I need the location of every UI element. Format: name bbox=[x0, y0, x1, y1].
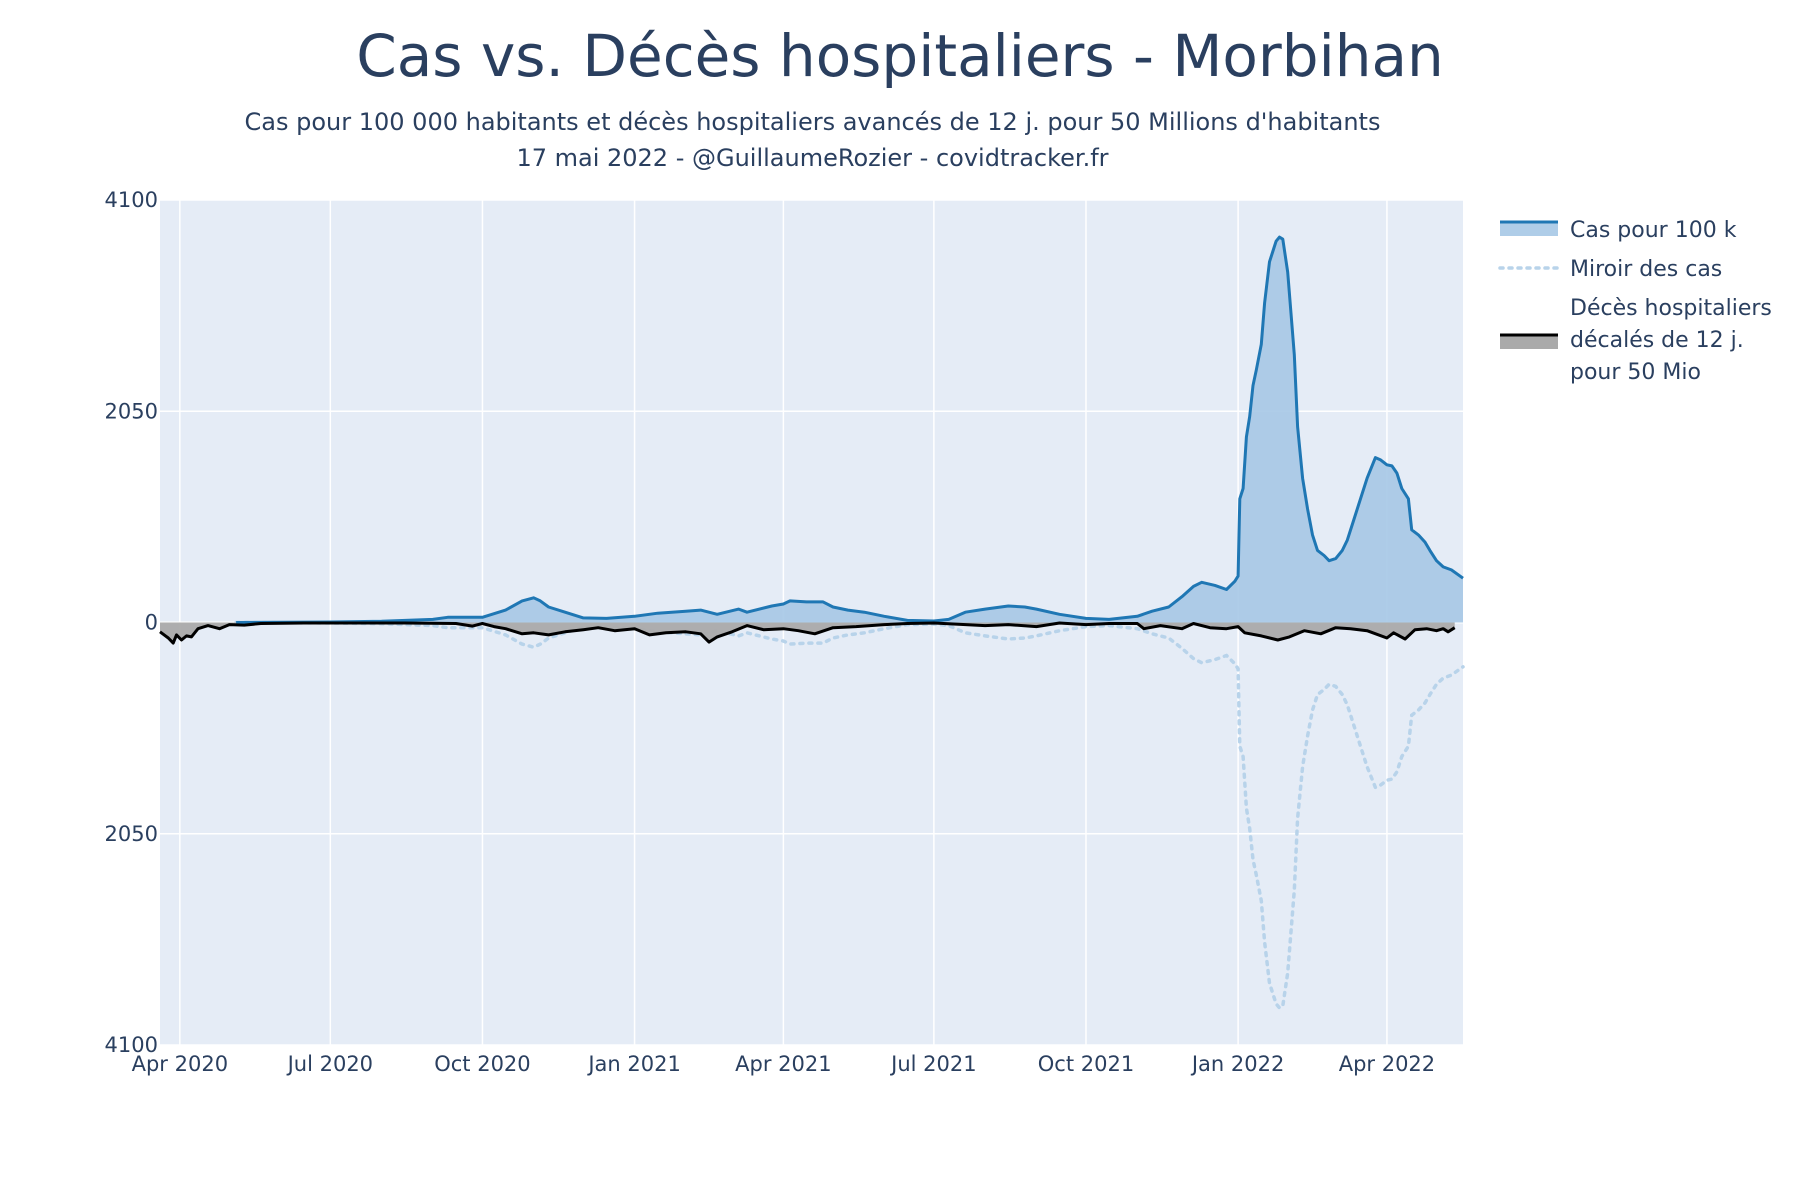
y-tick-label: 2050 bbox=[105, 822, 158, 846]
x-tick-label: Jan 2021 bbox=[586, 1052, 681, 1076]
legend-swatch-cases-fill bbox=[1500, 222, 1558, 236]
deaths-line bbox=[159, 621, 1456, 645]
x-tick-label: Jan 2022 bbox=[1190, 1052, 1285, 1076]
x-axis: Apr 2020 Jul 2020 Oct 2020 Jan 2021 Apr 2021… bbox=[132, 1052, 1436, 1076]
legend-swatch-deaths-fill bbox=[1500, 335, 1558, 349]
legend-item-deaths: Décès hospitaliers décalés de 12 j. pour 5… bbox=[1500, 296, 1772, 385]
legend-label-mirror: Miroir des cas bbox=[1570, 257, 1722, 282]
y-tick-label: 4100 bbox=[105, 1033, 158, 1057]
cases-line bbox=[236, 235, 1464, 624]
y-tick-label: 0 bbox=[145, 611, 158, 635]
series-layer bbox=[159, 235, 1465, 1011]
x-tick-label: Oct 2020 bbox=[434, 1052, 530, 1076]
legend-item-mirror: Miroir des cas bbox=[1498, 257, 1722, 282]
y-tick-label: 2050 bbox=[105, 399, 158, 423]
legend-item-cases: Cas pour 100 k bbox=[1500, 218, 1737, 243]
x-tick-label: Apr 2022 bbox=[1339, 1052, 1435, 1076]
chart-subtitle-line-2: 17 mai 2022 - @GuillaumeRozier - covidtr… bbox=[516, 144, 1109, 172]
chart-subtitle-line-1: Cas pour 100 000 habitants et décès hosp… bbox=[244, 108, 1381, 136]
x-tick-label: Jul 2020 bbox=[286, 1052, 373, 1076]
legend[interactable]: Cas pour 100 k Miroir des cas Décès hospit… bbox=[1498, 218, 1772, 385]
deaths-area bbox=[160, 622, 1455, 644]
legend-label-deaths: Décès hospitaliers décalés de 12 j. pour 5… bbox=[1570, 296, 1772, 385]
legend-label-cases: Cas pour 100 k bbox=[1570, 218, 1737, 243]
cases-area bbox=[236, 237, 1464, 623]
chart-title: Cas vs. Décès hospitaliers - Morbihan bbox=[356, 22, 1444, 90]
y-tick-label: 4100 bbox=[105, 188, 158, 212]
y-axis: 4100 2050 0 2050 4100 bbox=[105, 188, 158, 1057]
x-tick-label: Apr 2021 bbox=[735, 1052, 831, 1076]
x-tick-label: Oct 2021 bbox=[1038, 1052, 1134, 1076]
x-tick-label: Apr 2020 bbox=[132, 1052, 228, 1076]
x-tick-label: Jul 2021 bbox=[889, 1052, 976, 1076]
